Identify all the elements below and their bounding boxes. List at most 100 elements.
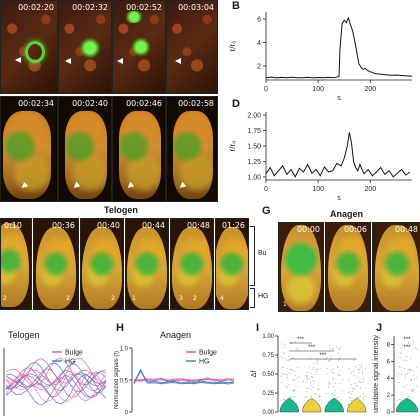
timestamp: 00:48 (394, 225, 418, 234)
x-axis-label: s (337, 195, 341, 202)
significance-label: *** (308, 345, 316, 351)
data-point (335, 345, 337, 347)
y-tick-label: 0 (125, 411, 129, 417)
timestamp: 0:10 (4, 221, 22, 230)
cell-number: 2 (111, 295, 115, 302)
data-point (365, 396, 367, 398)
data-point (317, 359, 318, 361)
data-point (337, 366, 339, 368)
y-tick-label: 1.0 (120, 347, 129, 353)
y-tick-label: 1.50 (247, 144, 261, 151)
data-point (398, 343, 399, 345)
data-point (348, 391, 350, 393)
arrowhead-icon (117, 58, 123, 64)
violin (324, 397, 344, 413)
data-point (310, 381, 311, 383)
timestamp: 00:02:52 (126, 3, 162, 12)
bulge-bracket (250, 226, 255, 286)
data-point (329, 383, 331, 384)
data-point (306, 381, 308, 383)
data-point (412, 389, 414, 391)
data-point (311, 376, 313, 378)
y-tick-label: 1.75 (247, 128, 261, 135)
data-point (409, 396, 411, 398)
data-point (406, 359, 408, 361)
violin (279, 397, 299, 413)
data-point (316, 388, 318, 390)
data-point (313, 363, 315, 365)
data-point (354, 388, 356, 390)
data-point (397, 356, 399, 358)
data-point (314, 393, 316, 395)
data-point (315, 370, 317, 372)
y-tick-label: 1.00 (247, 174, 261, 181)
data-point (416, 348, 418, 350)
data-point (288, 356, 290, 358)
follicle-image (281, 225, 321, 311)
data-point (408, 341, 410, 343)
follicle-image (119, 111, 161, 199)
follicle-image (65, 111, 107, 199)
series-line (133, 369, 235, 385)
hg-bracket (250, 288, 255, 308)
data-point (337, 374, 339, 376)
data-point (409, 369, 411, 370)
data-point (362, 397, 364, 398)
data-point (284, 399, 285, 401)
cell-number: 2 (193, 295, 197, 302)
series-line (5, 362, 107, 392)
data-point (355, 385, 357, 387)
series-line (133, 377, 235, 382)
data-point (350, 383, 352, 385)
data-point (356, 396, 358, 398)
y-axis-label: Normalized signals (f) (114, 351, 120, 409)
data-point (332, 348, 334, 350)
data-point (287, 387, 289, 389)
data-point (318, 384, 320, 386)
data-point (282, 366, 284, 368)
data-point (331, 393, 333, 395)
data-point (404, 377, 406, 379)
data-point (340, 347, 342, 348)
data-point (325, 359, 326, 361)
data-point (328, 382, 330, 384)
data-point (287, 374, 289, 376)
data-point (408, 342, 410, 344)
data-point (339, 374, 341, 376)
timestamp: 00:44 (141, 221, 165, 230)
arrowhead-icon (15, 57, 21, 63)
data-point (407, 372, 409, 374)
cell-number: 1 (283, 301, 287, 308)
data-point (400, 357, 402, 359)
image-tile: 01:26 4 (215, 218, 249, 310)
anagen-row-title: Anagen (330, 209, 364, 219)
legend-label-bulge: Bulge (65, 350, 83, 357)
data-point (340, 354, 342, 356)
series-line (5, 373, 107, 402)
timestamp: 00:03:04 (178, 3, 214, 12)
data-point (313, 373, 315, 375)
follicle-image (172, 227, 212, 309)
data-point (406, 384, 408, 386)
calcium-signal (79, 37, 101, 59)
y-tick-label: 0.50 (262, 372, 274, 378)
data-point (411, 391, 413, 393)
data-point (303, 380, 304, 382)
data-point (284, 373, 286, 375)
data-point (295, 347, 297, 349)
follicle-image (216, 227, 248, 309)
x-axis-label: s (337, 95, 341, 102)
data-point (318, 394, 320, 396)
data-point (342, 366, 344, 368)
data-point (351, 390, 353, 392)
data-point (361, 372, 363, 374)
panel-letter-b: B (232, 0, 240, 12)
data-point (358, 372, 360, 373)
x-tick-label: 200 (364, 86, 376, 93)
image-tile: 00:02:20 (0, 0, 58, 94)
chart-j: 0 2 4 6 8 umulative signal intensity *** *** (373, 335, 419, 416)
follicle-image (36, 227, 76, 309)
data-point (397, 382, 399, 383)
data-point (352, 387, 354, 389)
data-point (319, 395, 321, 397)
